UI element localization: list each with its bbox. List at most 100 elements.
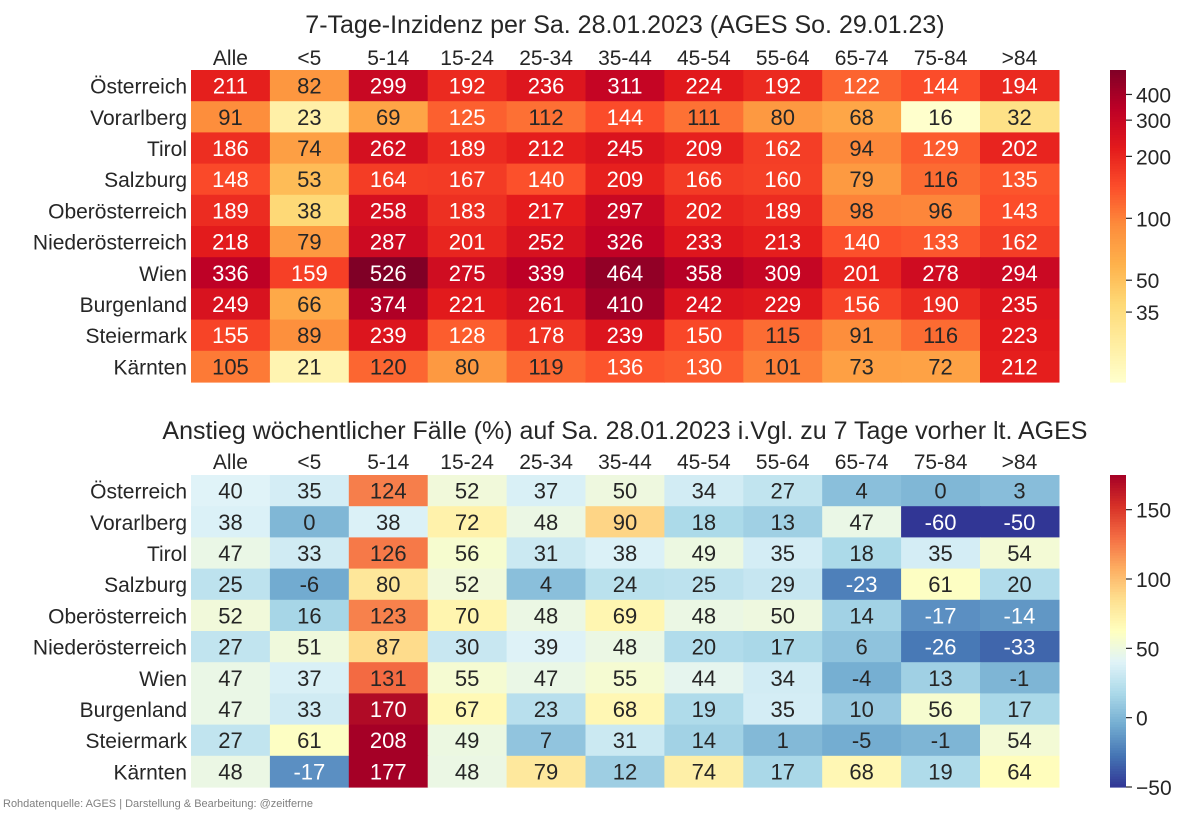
heatmap-cell xyxy=(901,319,981,352)
heatmap-cell xyxy=(901,631,981,663)
cell-value-label: 20 xyxy=(1007,572,1031,597)
colorbar-segment xyxy=(1110,540,1126,544)
column-label-55-64: 55-64 xyxy=(756,47,810,70)
growth-heatmap: Anstieg wöchentlicher Fälle (%) auf Sa. … xyxy=(33,417,1172,800)
colorbar-segment xyxy=(1110,200,1126,204)
heatmap-cell xyxy=(822,226,902,258)
heatmap-cell xyxy=(743,194,823,227)
colorbar-segment xyxy=(1110,735,1126,739)
heatmap-cell xyxy=(506,631,587,663)
colorbar-segment xyxy=(1110,103,1126,107)
colorbar-segment xyxy=(1110,330,1126,334)
colorbar-segment xyxy=(1110,618,1126,622)
colorbar-segment xyxy=(1110,573,1126,577)
cell-value-label: -5 xyxy=(852,728,872,753)
colorbar-segment xyxy=(1110,361,1126,365)
colorbar-segment xyxy=(1110,610,1126,614)
cell-value-label: 150 xyxy=(685,323,722,348)
colorbar-segment xyxy=(1110,231,1126,235)
colorbar-segment xyxy=(1110,737,1126,741)
colorbar-tick-label: 35 xyxy=(1136,302,1159,325)
heatmap-cell xyxy=(822,350,902,383)
colorbar-segment xyxy=(1110,719,1126,723)
colorbar-segment xyxy=(1110,332,1126,336)
colorbar-segment xyxy=(1110,514,1126,518)
cell-value-label: 35 xyxy=(928,541,952,566)
cell-value-label: 209 xyxy=(607,167,644,192)
colorbar-segment xyxy=(1110,597,1126,601)
colorbar-segment xyxy=(1110,602,1126,606)
colorbar-segment xyxy=(1110,742,1126,746)
heatmap-cell xyxy=(191,755,271,788)
cell-value-label: 91 xyxy=(218,105,242,130)
heatmap-cell xyxy=(822,662,902,694)
cell-value-label: 25 xyxy=(218,572,242,597)
cell-value-label: 47 xyxy=(534,666,558,691)
cell-value-label: 18 xyxy=(692,510,716,535)
heatmap-cell xyxy=(191,724,271,757)
heatmap-cell xyxy=(585,693,665,726)
heatmap-cell xyxy=(822,475,902,507)
heatmap-cell xyxy=(269,226,350,258)
cell-value-label: 48 xyxy=(534,603,558,628)
cell-value-label: 44 xyxy=(692,666,716,691)
cell-value-label: 6 xyxy=(856,635,868,660)
cell-value-label: 294 xyxy=(1001,261,1038,286)
colorbar-segment xyxy=(1110,545,1126,549)
heatmap-cell xyxy=(980,568,1060,601)
colorbar-segment xyxy=(1110,262,1126,266)
heatmap-cell xyxy=(980,662,1060,694)
heatmap-cell xyxy=(269,350,350,383)
colorbar-segment xyxy=(1110,285,1126,289)
heatmap-cell xyxy=(901,288,981,321)
heatmap-cell xyxy=(664,506,744,538)
colorbar-segment xyxy=(1110,649,1126,653)
cell-value-label: 80 xyxy=(455,354,479,379)
heatmap-cell xyxy=(506,163,587,196)
cell-value-label: 162 xyxy=(1001,230,1038,255)
colorbar-segment xyxy=(1110,101,1126,105)
cell-value-label: 67 xyxy=(455,697,479,722)
colorbar-segment xyxy=(1110,654,1126,658)
colorbar-segment xyxy=(1110,646,1126,650)
cell-value-label: 309 xyxy=(764,261,801,286)
colorbar-segment xyxy=(1110,768,1126,772)
colorbar-segment xyxy=(1110,369,1126,373)
heatmap-cell xyxy=(191,70,271,102)
heatmap-cell xyxy=(664,70,744,102)
heatmap-cell xyxy=(664,101,744,133)
colorbar-segment xyxy=(1110,304,1126,308)
heatmap-cell xyxy=(822,70,902,102)
colorbar-segment xyxy=(1110,771,1126,775)
cell-value-label: 38 xyxy=(376,510,400,535)
cell-value-label: 166 xyxy=(685,167,722,192)
cell-value-label: 229 xyxy=(764,292,801,317)
heatmap-cell xyxy=(743,662,823,694)
heatmap-cell xyxy=(585,631,665,663)
cell-value-label: -33 xyxy=(1004,635,1036,660)
chart-title: Anstieg wöchentlicher Fälle (%) auf Sa. … xyxy=(162,417,1087,445)
colorbar-segment xyxy=(1110,701,1126,705)
colorbar-segment xyxy=(1110,366,1126,370)
colorbar-segment xyxy=(1110,254,1126,258)
cell-value-label: 25 xyxy=(692,572,716,597)
column-label-lt5: <5 xyxy=(297,451,321,474)
heatmap-cell xyxy=(980,475,1060,507)
heatmap-cell xyxy=(822,101,902,133)
cell-value-label: 68 xyxy=(849,759,873,784)
cell-value-label: 123 xyxy=(370,603,407,628)
colorbar-segment xyxy=(1110,166,1126,170)
heatmap-cell xyxy=(664,599,744,632)
cell-value-label: 21 xyxy=(297,354,321,379)
heatmap-cell xyxy=(506,724,587,757)
colorbar-segment xyxy=(1110,677,1126,681)
heatmap-cell xyxy=(191,693,271,726)
heatmap-cell xyxy=(427,288,508,321)
heatmap-cell xyxy=(585,475,665,507)
cell-value-label: 72 xyxy=(455,510,479,535)
colorbar-segment xyxy=(1110,628,1126,632)
cell-value-label: 189 xyxy=(449,136,486,161)
heatmap-cell xyxy=(901,755,981,788)
heatmap-cell xyxy=(980,755,1060,788)
colorbar-segment xyxy=(1110,495,1126,499)
